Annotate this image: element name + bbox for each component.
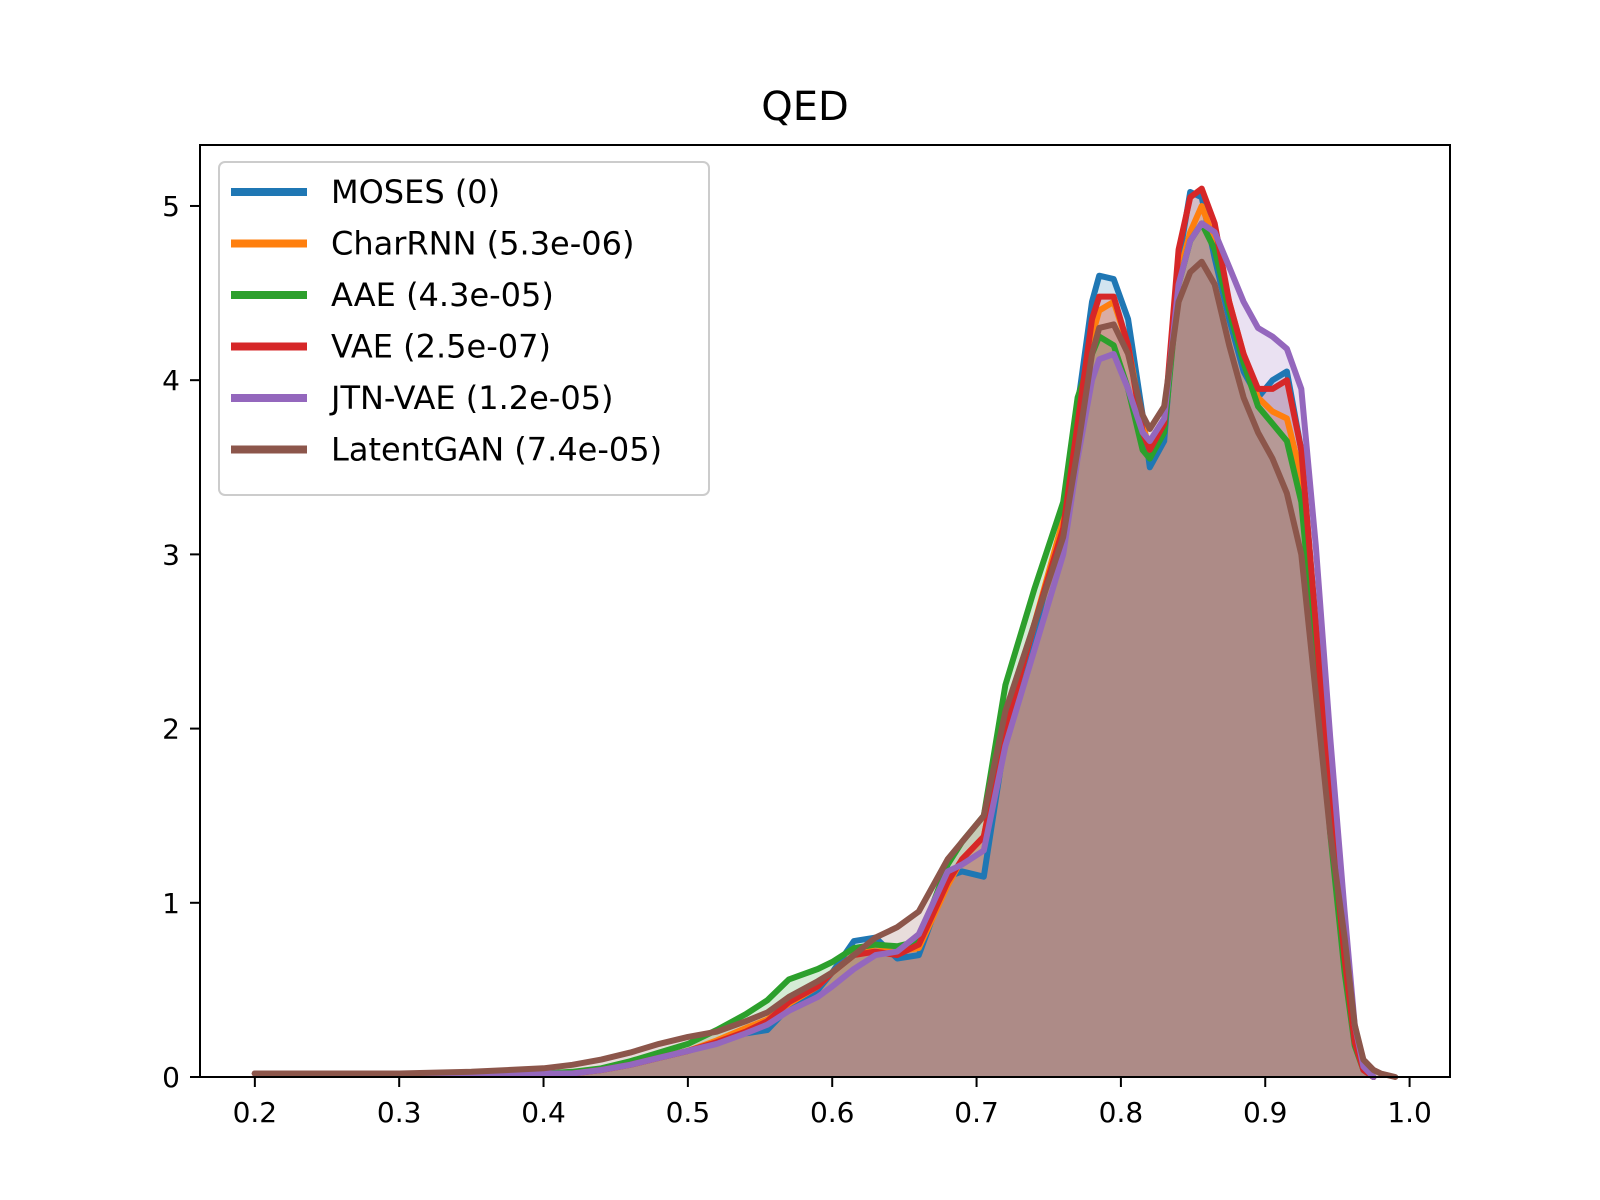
- x-tick-label: 0.9: [1243, 1096, 1288, 1129]
- y-tick-label: 0: [162, 1061, 180, 1094]
- series-line-2: [251, 220, 1377, 1080]
- y-tick-label: 5: [162, 190, 180, 223]
- legend-label: MOSES (0): [331, 173, 500, 211]
- series-line-4: [251, 220, 1377, 1080]
- y-tick-label: 1: [162, 887, 180, 920]
- x-tick-label: 0.4: [521, 1096, 566, 1129]
- legend: MOSES (0) CharRNN (5.3e-06) AAE (4.3e-05) V…: [218, 161, 710, 496]
- legend-label: CharRNN (5.3e-06): [331, 225, 634, 263]
- x-axis: 0.2 0.3 0.4 0.5 0.6 0.7 0.8 0.9 1.0: [233, 1077, 1432, 1129]
- series-line-5: [251, 258, 1399, 1080]
- series-fill-2: [254, 223, 1374, 1077]
- x-tick-label: 0.6: [810, 1096, 855, 1129]
- series-fill-4: [254, 223, 1374, 1077]
- y-axis: 0 1 2 3 4 5: [162, 190, 200, 1094]
- plot-frame: [199, 144, 1451, 1078]
- x-tick-label: 0.7: [954, 1096, 999, 1129]
- legend-label: LatentGAN (7.4e-05): [331, 431, 662, 469]
- y-tick-label: 3: [162, 538, 180, 571]
- x-tick-label: 0.5: [666, 1096, 711, 1129]
- density-lines: [251, 185, 1399, 1080]
- legend-label: AAE (4.3e-05): [331, 276, 554, 314]
- x-tick-label: 0.8: [1099, 1096, 1144, 1129]
- legend-label: JTN-VAE (1.2e-05): [329, 379, 614, 417]
- density-fills: [254, 188, 1396, 1078]
- x-tick-label: 1.0: [1387, 1096, 1432, 1129]
- series-fill-5: [254, 261, 1396, 1077]
- chart-title: QED: [761, 84, 849, 130]
- series-fill-3: [254, 188, 1374, 1078]
- legend-label: VAE (2.5e-07): [331, 328, 551, 366]
- y-tick-label: 2: [162, 713, 180, 746]
- legend-box: [218, 161, 710, 496]
- x-tick-label: 0.3: [377, 1096, 422, 1129]
- y-tick-label: 4: [162, 364, 180, 397]
- series-fill-0: [254, 192, 1374, 1077]
- series-fill-1: [254, 206, 1374, 1077]
- x-tick-label: 0.2: [233, 1096, 278, 1129]
